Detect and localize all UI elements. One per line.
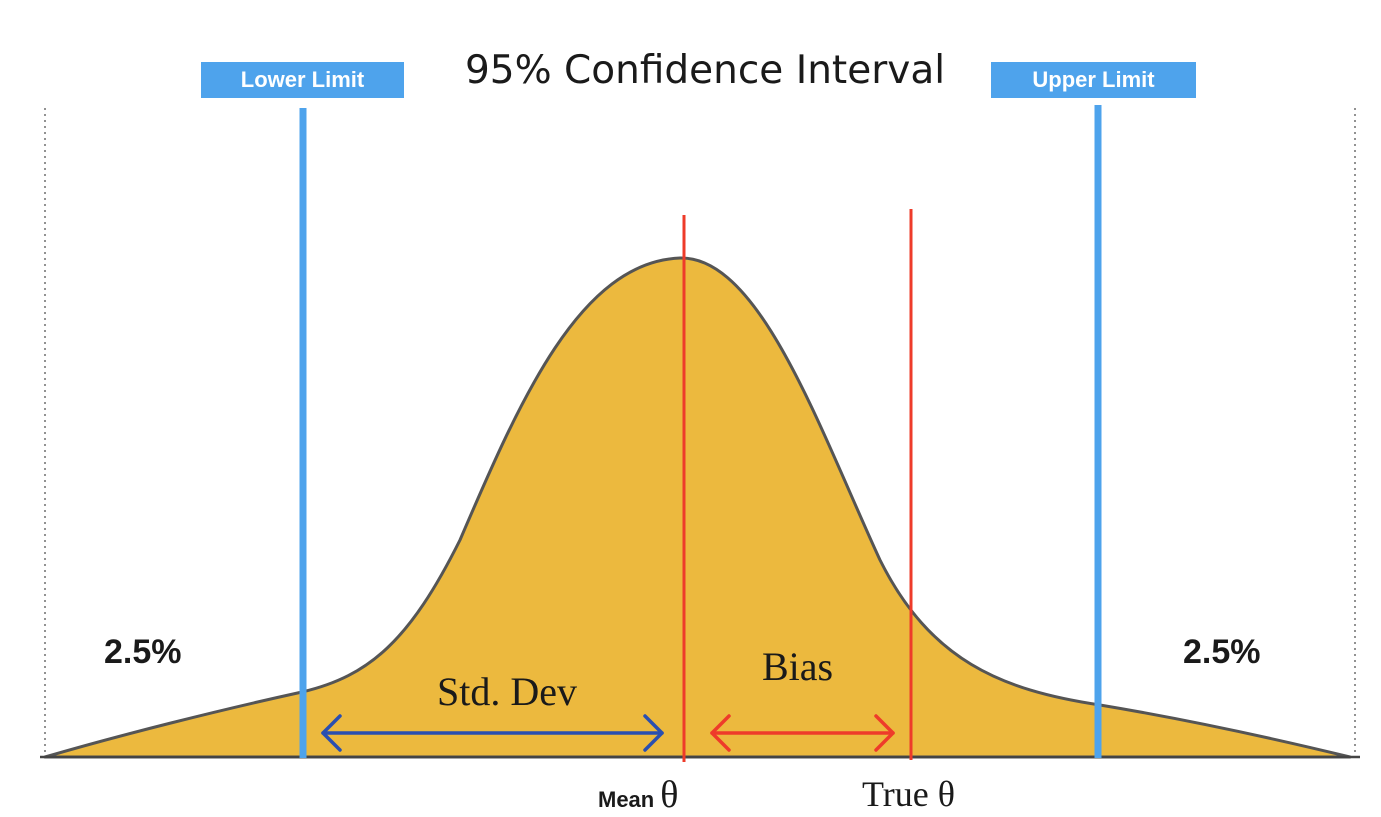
- std-dev-arrow: [321, 714, 664, 752]
- right-tail-percent: 2.5%: [1183, 633, 1261, 671]
- mean-word: Mean: [598, 787, 655, 812]
- diagram-title: 95% Confidence Interval: [464, 48, 946, 93]
- theta-symbol: θ: [660, 774, 679, 816]
- upper-limit-label: Upper Limit: [991, 62, 1196, 98]
- bias-arrow: [710, 714, 895, 752]
- lower-limit-label: Lower Limit: [201, 62, 404, 98]
- std-dev-label: Std. Dev: [437, 669, 577, 714]
- distribution-curve: [43, 256, 1352, 759]
- mean-theta-label: Mean θ: [598, 773, 678, 817]
- true-theta-label: True θ: [862, 774, 955, 814]
- left-tail-percent: 2.5%: [104, 633, 182, 671]
- bias-label: Bias: [762, 644, 834, 689]
